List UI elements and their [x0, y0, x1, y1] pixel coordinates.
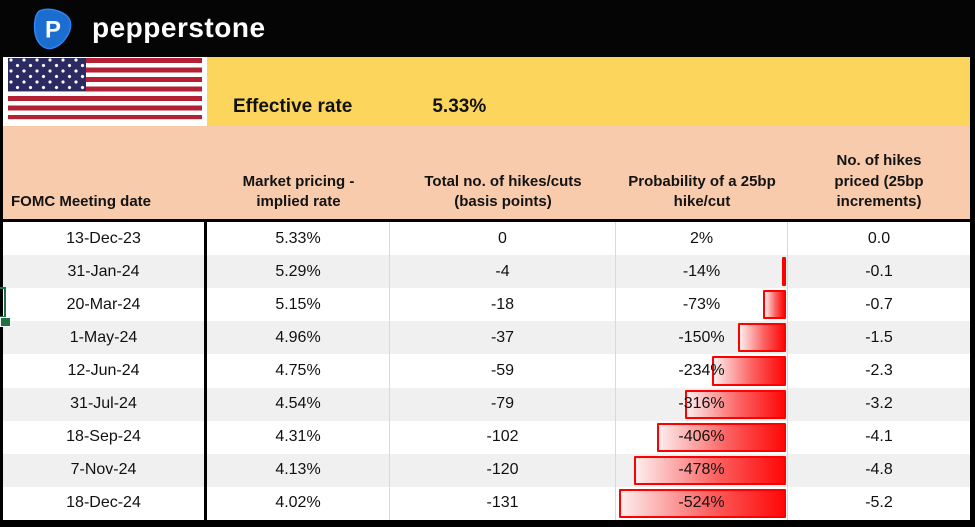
table-row: 31-Jul-24 4.54% -79 -316% -3.2: [3, 387, 970, 421]
cell-total-bp[interactable]: -37: [390, 321, 616, 355]
cell-hikes-priced[interactable]: -4.8: [865, 461, 893, 479]
table-row: 7-Nov-24 4.13% -120 -478% -4.8: [3, 453, 970, 487]
cell-probability[interactable]: -14%: [616, 255, 788, 289]
table-row: 18-Dec-24 4.02% -131 -524% -5.2: [3, 486, 970, 520]
cell-date[interactable]: 18-Dec-24: [3, 486, 207, 520]
cell-hikes-priced[interactable]: -0.7: [865, 295, 893, 313]
column-header-hikes-priced[interactable]: No. of hikes priced (25bp increments): [834, 152, 924, 210]
column-header-implied-rate[interactable]: Market pricing - implied rate: [242, 172, 355, 210]
effective-rate-band: Effective rate 5.33%: [3, 57, 970, 126]
cell-implied-rate[interactable]: 4.02%: [207, 486, 390, 520]
cell-hikes-priced[interactable]: 0.0: [867, 229, 891, 247]
column-header-meeting-date[interactable]: FOMC Meeting date: [11, 192, 152, 210]
probability-bar: [633, 455, 786, 485]
cell-implied-rate[interactable]: 5.29%: [207, 255, 390, 289]
cell-probability[interactable]: -406%: [616, 420, 788, 454]
effective-rate-banner: Effective rate 5.33%: [207, 57, 970, 126]
table-row: 18-Sep-24 4.31% -102 -406% -4.1: [3, 420, 970, 454]
effective-rate-value: 5.33%: [432, 96, 487, 117]
cell-implied-rate[interactable]: 4.54%: [207, 387, 390, 421]
cell-date[interactable]: 31-Jan-24: [3, 255, 207, 289]
cell-date[interactable]: 31-Jul-24: [3, 387, 207, 421]
cell-probability[interactable]: -150%: [616, 321, 788, 355]
us-flag-icon: [8, 58, 202, 120]
cell-total-bp[interactable]: -59: [390, 354, 616, 388]
cell-implied-rate[interactable]: 5.15%: [207, 288, 390, 322]
pepperstone-logo-icon: P: [33, 8, 72, 49]
cell-implied-rate[interactable]: 4.31%: [207, 420, 390, 454]
probability-bar: [619, 488, 786, 518]
table-row: 1-May-24 4.96% -37 -150% -1.5: [3, 321, 970, 355]
table-body: 13-Dec-23 5.33% 0 2% 0.0 31-Jan-24 5.29%…: [3, 222, 970, 520]
cell-date[interactable]: 1-May-24: [3, 321, 207, 355]
table-header-row: FOMC Meeting date Market pricing - impli…: [3, 126, 970, 222]
column-header-total-hikes-cuts[interactable]: Total no. of hikes/cuts (basis points): [424, 172, 582, 210]
cell-total-bp[interactable]: -120: [390, 453, 616, 487]
cell-implied-rate[interactable]: 5.33%: [207, 222, 390, 256]
cell-date[interactable]: 13-Dec-23: [3, 222, 207, 256]
cell-hikes-priced[interactable]: -5.2: [865, 494, 893, 512]
cell-implied-rate[interactable]: 4.75%: [207, 354, 390, 388]
cell-implied-rate[interactable]: 4.13%: [207, 453, 390, 487]
cell-total-bp[interactable]: 0: [390, 222, 616, 256]
flag-cell: [3, 57, 207, 126]
cell-probability[interactable]: 2%: [616, 222, 788, 256]
cell-hikes-priced[interactable]: -3.2: [865, 395, 893, 413]
selection-marker[interactable]: [0, 287, 6, 318]
probability-bar: [762, 290, 786, 320]
cell-probability[interactable]: -234%: [616, 354, 788, 388]
cell-total-bp[interactable]: -79: [390, 387, 616, 421]
brand-wordmark: pepperstone: [92, 11, 266, 43]
cell-date[interactable]: 20-Mar-24: [3, 288, 207, 322]
table-row: 31-Jan-24 5.29% -4 -14% -0.1: [3, 255, 970, 289]
cell-total-bp[interactable]: -18: [390, 288, 616, 322]
brand-bar: P pepperstone: [0, 0, 975, 57]
cell-probability[interactable]: -316%: [616, 387, 788, 421]
cell-hikes-priced[interactable]: -4.1: [865, 428, 893, 446]
selection-fill-handle[interactable]: [0, 317, 11, 327]
table-row: 20-Mar-24 5.15% -18 -73% -0.7: [3, 288, 970, 322]
cell-probability[interactable]: -524%: [616, 486, 788, 520]
cell-implied-rate[interactable]: 4.96%: [207, 321, 390, 355]
cell-probability[interactable]: -478%: [616, 453, 788, 487]
table-row: 13-Dec-23 5.33% 0 2% 0.0: [3, 222, 970, 256]
probability-bar: [711, 356, 786, 386]
table-row: 12-Jun-24 4.75% -59 -234% -2.3: [3, 354, 970, 388]
cell-hikes-priced[interactable]: -1.5: [865, 328, 893, 346]
probability-bar: [738, 323, 786, 353]
effective-rate-label: Effective rate: [233, 96, 353, 117]
cell-probability[interactable]: -73%: [616, 288, 788, 322]
us-flag-canton: [8, 58, 86, 92]
cell-total-bp[interactable]: -102: [390, 420, 616, 454]
probability-bar: [685, 389, 786, 419]
cell-date[interactable]: 18-Sep-24: [3, 420, 207, 454]
column-header-probability[interactable]: Probability of a 25bp hike/cut: [628, 172, 776, 210]
cell-hikes-priced[interactable]: -0.1: [865, 262, 893, 280]
cell-total-bp[interactable]: -131: [390, 486, 616, 520]
cell-date[interactable]: 7-Nov-24: [3, 453, 207, 487]
probability-bar: [656, 422, 786, 452]
cell-total-bp[interactable]: -4: [390, 255, 616, 289]
logo-letter: P: [45, 16, 61, 43]
cell-date[interactable]: 12-Jun-24: [3, 354, 207, 388]
probability-bar: [781, 257, 786, 287]
cell-hikes-priced[interactable]: -2.3: [865, 361, 893, 379]
